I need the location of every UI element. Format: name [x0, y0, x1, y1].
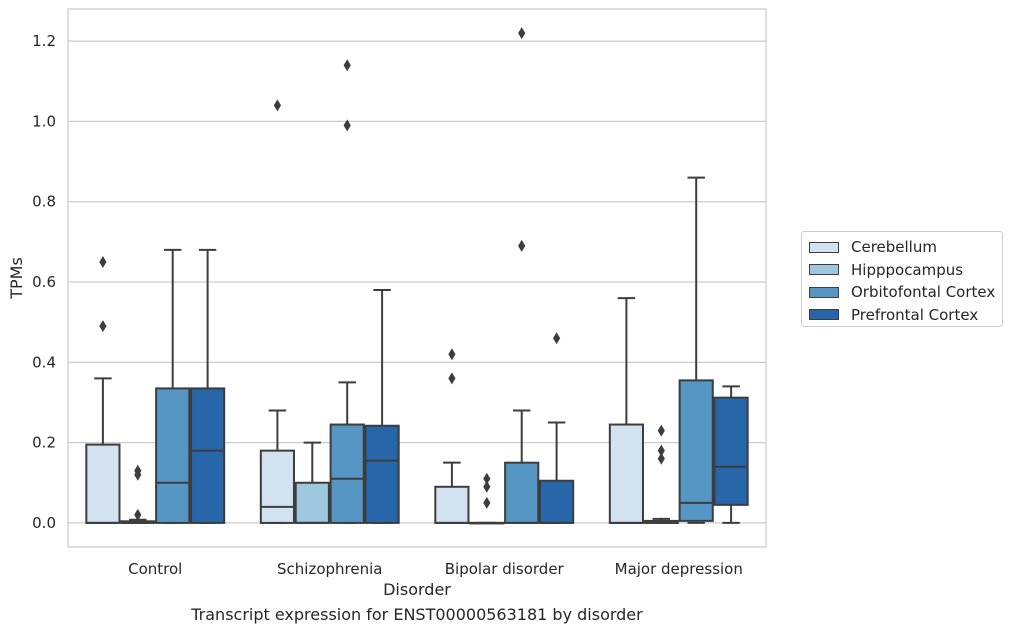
box-hipppocampus [469, 472, 505, 525]
box-cerebellum [608, 297, 644, 524]
outlier-point [99, 255, 107, 268]
box-hipppocampus [294, 441, 330, 524]
outlier-point [483, 472, 491, 485]
x-tick-label: Control [128, 560, 182, 578]
legend-swatch [809, 241, 839, 253]
box-orbitofontal-cortex [329, 59, 365, 524]
x-axis-ticks: Control Schizophrenia Bipolar disorder Majo… [128, 560, 743, 578]
box-cerebellum [85, 255, 121, 524]
outlier-point [134, 464, 142, 477]
y-tick-label: 1.2 [32, 32, 56, 50]
box-orbitofontal-cortex [155, 248, 191, 524]
box-groups [85, 27, 749, 525]
legend-item: Hipppocampus [808, 259, 996, 282]
outlier-point [657, 444, 665, 457]
legend: Cerebellum Hipppocampus Orbitofontal Corte… [801, 231, 1003, 327]
legend-swatch [809, 286, 839, 298]
box-iqr [190, 387, 226, 524]
outlier-point [657, 424, 665, 437]
legend-label: Cerebellum [851, 238, 937, 257]
outlier-point [518, 27, 526, 40]
outlier-point [343, 119, 351, 132]
y-tick-label: 1.0 [32, 112, 56, 130]
box-iqr [85, 443, 121, 524]
box-iqr [678, 379, 714, 522]
legend-label: Prefrontal Cortex [851, 305, 979, 324]
figure-caption: Transcript expression for ENST0000056318… [191, 605, 643, 624]
x-tick-label: Schizophrenia [277, 560, 382, 578]
box-iqr [294, 481, 330, 524]
y-tick-label: 0.8 [32, 193, 56, 211]
y-tick-label: 0.0 [32, 514, 56, 532]
plot-frame [67, 8, 767, 548]
box-prefrontal-cortex [190, 248, 226, 524]
outlier-point [553, 332, 561, 345]
legend-label: Orbitofontal Cortex [851, 283, 996, 302]
outlier-point [483, 496, 491, 509]
outlier-point [518, 239, 526, 252]
box-prefrontal-cortex [713, 385, 749, 524]
box-iqr [608, 423, 644, 524]
legend-label: Hipppocampus [851, 260, 964, 279]
y-axis-label: TPMs [7, 257, 26, 300]
outlier-point [448, 348, 456, 361]
box-iqr [329, 423, 365, 524]
x-tick-label: Major depression [615, 560, 743, 578]
box-iqr [539, 479, 575, 524]
box-hipppocampus [120, 464, 156, 524]
box-iqr [504, 461, 540, 524]
y-tick-label: 0.2 [32, 434, 56, 452]
outlier-point [483, 480, 491, 493]
outlier-point [657, 452, 665, 465]
legend-swatch [809, 264, 839, 276]
box-cerebellum [259, 99, 295, 524]
box-orbitofontal-cortex [504, 27, 540, 524]
box-prefrontal-cortex [539, 332, 575, 524]
x-tick-label: Bipolar disorder [445, 560, 565, 578]
box-iqr [434, 485, 470, 524]
box-iqr [713, 396, 749, 506]
y-tick-label: 0.6 [32, 273, 56, 291]
legend-item: Cerebellum [808, 236, 996, 259]
legend-swatch [809, 309, 839, 321]
box-cerebellum [434, 348, 470, 524]
box-orbitofontal-cortex [678, 176, 714, 524]
outlier-point [99, 320, 107, 333]
legend-item: Prefrontal Cortex [808, 304, 996, 327]
y-axis-ticks: 0.0 0.2 0.4 0.6 0.8 1.0 1.2 [32, 32, 56, 532]
legend-item: Orbitofontal Cortex [808, 281, 996, 304]
outlier-point [343, 59, 351, 72]
box-iqr [259, 449, 295, 524]
outlier-point [134, 508, 142, 521]
y-tick-label: 0.4 [32, 353, 56, 371]
box-iqr [155, 387, 191, 524]
box-iqr [364, 424, 400, 524]
box-hipppocampus [643, 424, 679, 524]
x-axis-label: Disorder [383, 580, 451, 599]
outlier-point [273, 99, 281, 112]
box-prefrontal-cortex [364, 289, 400, 524]
outlier-point [448, 372, 456, 385]
